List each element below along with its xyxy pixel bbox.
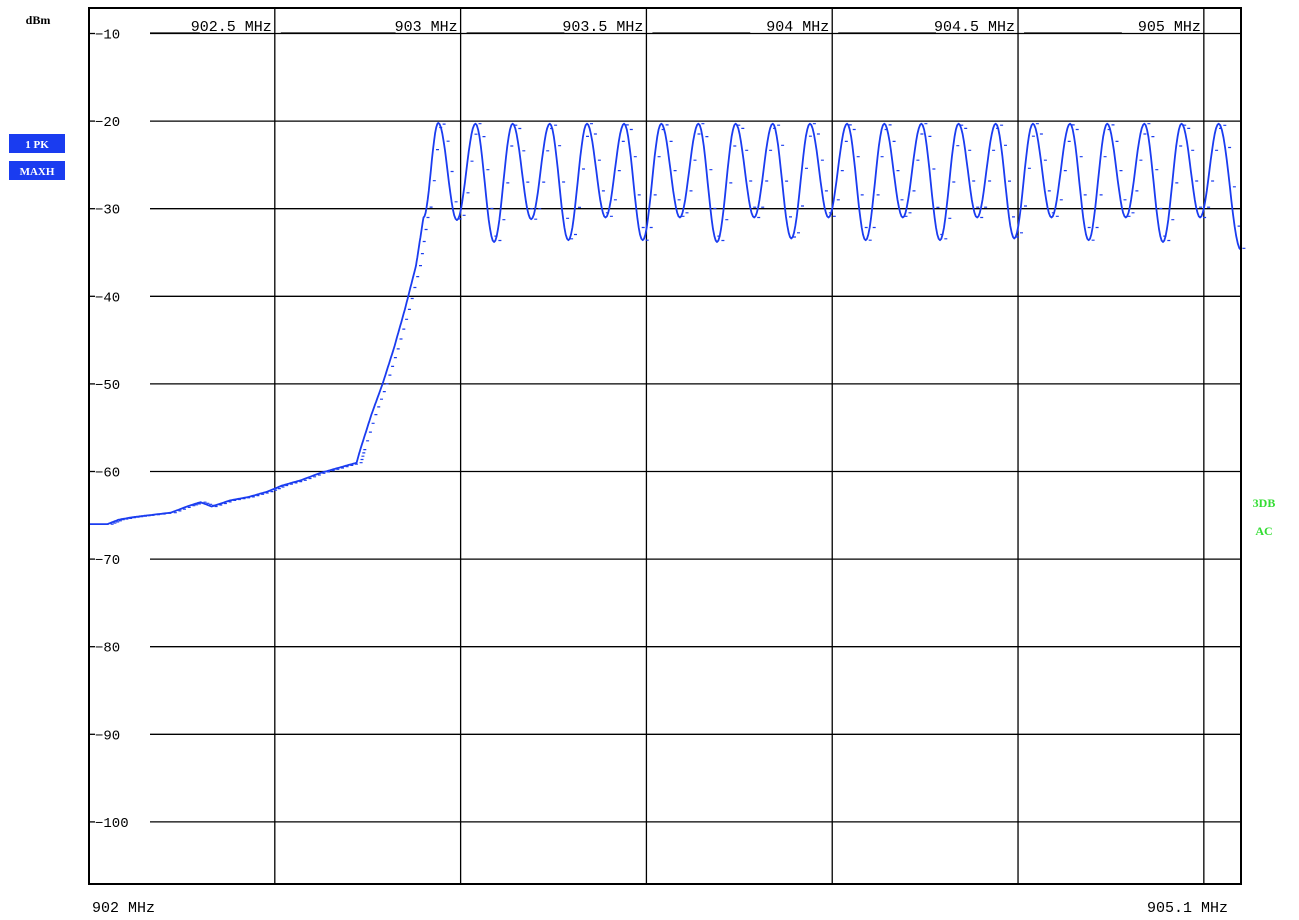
spectrum-trace (89, 122, 1246, 525)
y-tick-label: −30 (95, 203, 120, 219)
top-marker-label: 904.5 MHz (934, 19, 1015, 36)
y-tick-label: −70 (95, 553, 120, 569)
top-frequency-markers: 902.5 MHz 903 MHz 903.5 MHz 904 MHz 904.5 MH… (150, 19, 1201, 36)
y-tick-label: −40 (95, 290, 120, 306)
y-tick-label: −50 (95, 378, 120, 394)
y-tick-label: −90 (95, 728, 120, 744)
y-tick-label: −60 (95, 466, 120, 482)
y-tick-label: −80 (95, 641, 120, 657)
y-axis-tick-labels: −10 −20 −30 −40 −50 −60 −70 −80 −90 −100 (95, 28, 129, 832)
trace-badge-peak: 1 PK (9, 134, 65, 153)
top-marker-label: 902.5 MHz (191, 19, 272, 36)
top-marker-label: 903.5 MHz (562, 19, 643, 36)
y-unit-label: dBm (26, 13, 51, 27)
top-marker-label: 905 MHz (1138, 19, 1201, 36)
y-tick-label: −20 (95, 115, 120, 131)
top-marker-label: 903 MHz (395, 19, 458, 36)
trace-badge-peak-label: 1 PK (25, 139, 49, 151)
y-tick-label: −10 (95, 28, 120, 44)
trace-badge-maxhold: MAXH (9, 161, 65, 180)
side-label-ac: AC (1255, 524, 1272, 538)
side-label-3db: 3DB (1253, 496, 1276, 510)
y-tick-label: −100 (95, 816, 129, 832)
x-start-label: 902 MHz (92, 900, 155, 917)
plot-frame (88, 7, 1242, 885)
spectrum-trace-line (89, 122, 1242, 525)
x-stop-label: 905.1 MHz (1147, 900, 1228, 917)
spectrum-trace-steps (92, 123, 1246, 525)
trace-badge-maxhold-label: MAXH (20, 166, 55, 178)
grid-lines (89, 8, 1241, 884)
top-marker-label: 904 MHz (766, 19, 829, 36)
